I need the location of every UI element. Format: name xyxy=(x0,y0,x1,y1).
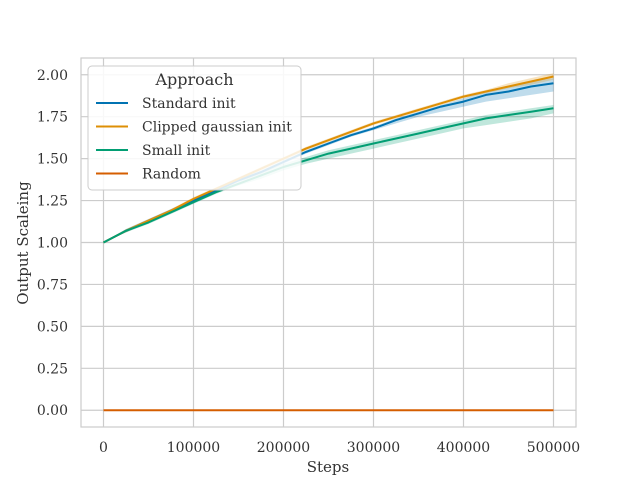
y-tick-label: 1.25 xyxy=(37,194,68,210)
legend-label-random: Random xyxy=(142,167,201,183)
band-standard-init xyxy=(103,78,554,243)
series-line-small-init xyxy=(103,107,554,244)
y-axis-title: Output Scaleing xyxy=(14,181,32,305)
x-tick-label: 300000 xyxy=(347,440,400,456)
series-lines xyxy=(103,75,554,412)
legend-title: Approach xyxy=(154,70,233,89)
y-tick-label: 1.75 xyxy=(37,110,68,126)
legend-label-clipped-gaussian-init: Clipped gaussian init xyxy=(142,120,292,136)
plot-frame xyxy=(80,57,577,428)
y-tick-label: 0.75 xyxy=(37,277,68,293)
band-small-init xyxy=(103,105,554,243)
confidence-bands xyxy=(103,73,554,243)
y-tick-label: 0.25 xyxy=(37,361,68,377)
legend-box xyxy=(87,65,302,191)
x-tick-label: 100000 xyxy=(167,440,220,456)
legend-label-standard-init: Standard init xyxy=(142,96,236,112)
y-tick-label: 2.00 xyxy=(37,68,68,84)
series-line-clipped-gaussian-init xyxy=(103,75,554,244)
x-tick-label: 0 xyxy=(99,440,108,456)
y-tick-label: 1.00 xyxy=(37,236,68,252)
y-axis-ticks: 0.00 0.25 0.50 0.75 1.00 1.25 1.50 1.75 2.00 xyxy=(37,68,68,419)
legend: Approach Standard init Clipped gaussian i… xyxy=(87,65,302,191)
y-tick-label: 1.50 xyxy=(37,152,68,168)
y-tick-label: 0.50 xyxy=(37,319,68,335)
x-tick-label: 200000 xyxy=(257,440,310,456)
legend-items: Standard init Clipped gaussian init Small … xyxy=(96,96,292,183)
legend-label-small-init: Small init xyxy=(142,143,211,159)
x-axis-title: Steps xyxy=(307,458,349,476)
x-tick-label: 500000 xyxy=(527,440,580,456)
x-axis-ticks: 0 100000 200000 300000 400000 500000 xyxy=(99,440,580,456)
y-tick-label: 0.00 xyxy=(37,403,68,419)
x-tick-label: 400000 xyxy=(437,440,490,456)
